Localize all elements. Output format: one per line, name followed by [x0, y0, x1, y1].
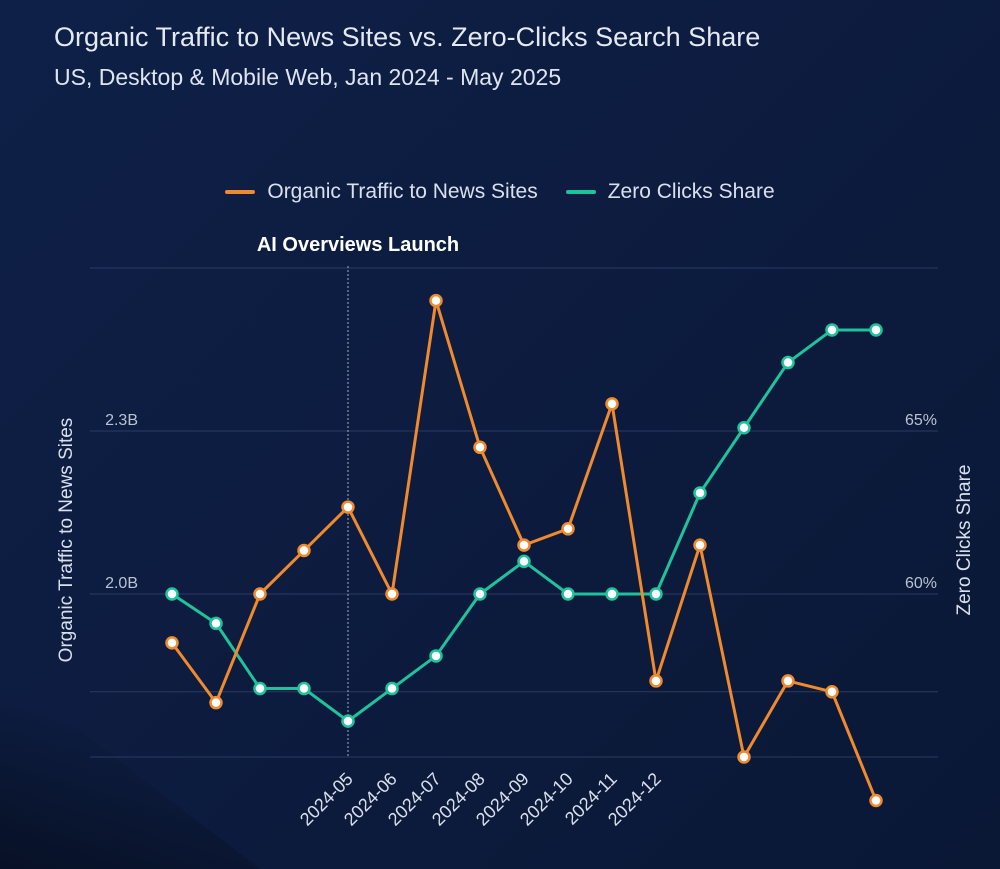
data-point-zero-clicks: [517, 554, 531, 569]
data-point-organic: [737, 750, 751, 764]
data-point-organic: [825, 685, 839, 699]
data-point-organic: [253, 587, 267, 601]
y-left-tick-label: 2.0B: [105, 575, 138, 592]
legend-swatch-organic: [225, 190, 256, 194]
series-line-zero-clicks: [171, 328, 876, 723]
data-point-organic: [649, 674, 663, 688]
data-point-organic: [561, 522, 575, 536]
data-point-organic: [517, 538, 531, 552]
data-point-organic: [473, 440, 487, 455]
legend-item-organic[interactable]: Organic Traffic to News Sites: [225, 180, 538, 204]
data-point-zero-clicks: [385, 681, 399, 696]
data-point-organic: [429, 293, 443, 308]
data-point-zero-clicks: [737, 420, 751, 435]
data-point-zero-clicks: [693, 486, 707, 500]
chart-subtitle: US, Desktop & Mobile Web, Jan 2024 - May…: [54, 64, 562, 90]
data-point-organic: [341, 500, 355, 514]
data-point-organic: [385, 587, 399, 601]
data-point-zero-clicks: [649, 587, 663, 601]
data-point-zero-clicks: [341, 714, 355, 728]
data-point-organic: [165, 636, 179, 650]
data-point-organic: [605, 397, 619, 411]
data-point-zero-clicks: [869, 323, 883, 337]
data-point-zero-clicks: [209, 616, 223, 631]
legend-swatch-zero-clicks: [565, 190, 596, 194]
data-point-zero-clicks: [297, 681, 311, 696]
data-point-zero-clicks: [561, 587, 575, 601]
legend-label-organic: Organic Traffic to News Sites: [267, 180, 538, 203]
data-point-zero-clicks: [429, 649, 443, 663]
chart-title: Organic Traffic to News Sites vs. Zero-C…: [54, 22, 761, 52]
data-point-zero-clicks: [165, 587, 179, 601]
y-left-tick-label: 2.3B: [105, 412, 138, 429]
data-point-organic: [869, 793, 883, 808]
data-point-organic: [297, 543, 311, 558]
data-point-organic: [693, 538, 707, 552]
data-point-zero-clicks: [253, 681, 267, 696]
chart-legend: Organic Traffic to News Sites Zero Click…: [0, 180, 1000, 204]
data-point-zero-clicks: [781, 355, 795, 370]
data-point-zero-clicks: [605, 587, 619, 601]
data-point-zero-clicks: [473, 587, 487, 601]
legend-item-zero-clicks[interactable]: Zero Clicks Share: [565, 180, 775, 204]
data-point-organic: [209, 695, 223, 710]
data-point-zero-clicks: [825, 323, 839, 337]
y-right-tick-label: 60%: [905, 575, 937, 592]
y-left-axis-title: Organic Traffic to News Sites: [56, 418, 77, 663]
y-right-axis-title: Zero Clicks Share: [954, 465, 975, 616]
y-right-tick-label: 65%: [905, 412, 937, 429]
annotation-label: AI Overviews Launch: [257, 234, 459, 256]
data-point-organic: [781, 674, 795, 688]
legend-label-zero-clicks: Zero Clicks Share: [607, 180, 775, 203]
